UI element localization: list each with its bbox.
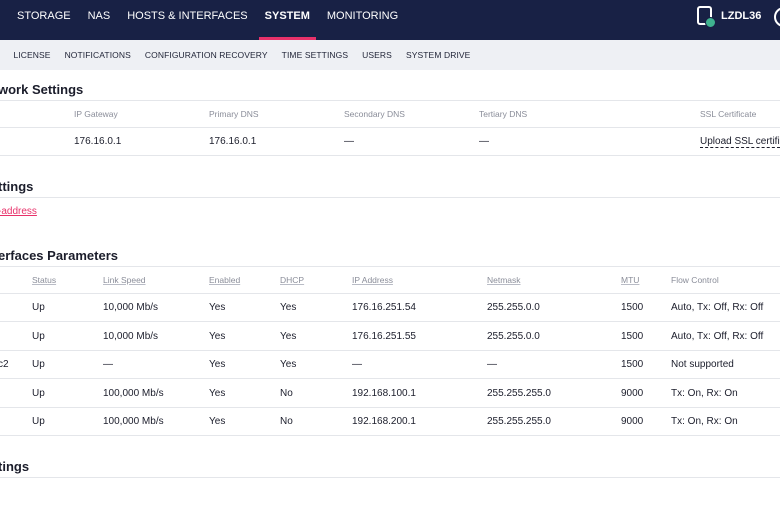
divider — [0, 155, 780, 156]
table-row-divider — [0, 378, 780, 379]
tab-time-settings[interactable]: TIME SETTINGS — [281, 50, 349, 60]
tab-users[interactable]: USERS — [362, 50, 392, 60]
col-mtu[interactable]: MTU — [621, 275, 640, 285]
secondary-dns-value: — — [344, 136, 354, 147]
row-link-speed: 100,000 Mb/s — [103, 416, 164, 427]
col-ip-address[interactable]: IP Address — [352, 275, 393, 285]
status-dot-icon — [705, 17, 716, 28]
bottom-settings-title: tings — [0, 459, 30, 474]
col-link-speed[interactable]: Link Speed — [103, 275, 146, 285]
row-status: Up — [32, 359, 45, 370]
row-status: Up — [32, 416, 45, 427]
top-nav-menu: STORAGE NAS HOSTS & INTERFACES SYSTEM MO… — [17, 0, 415, 40]
row-enabled: Yes — [209, 331, 226, 342]
tertiary-dns-value: — — [479, 136, 489, 147]
sub-nav-menu: RK LICENSE NOTIFICATIONS CONFIGURATION R… — [0, 40, 484, 70]
row-netmask: 255.255.255.0 — [487, 416, 551, 427]
col-primary-dns: Primary DNS — [209, 109, 259, 119]
row-mtu: 9000 — [621, 388, 644, 399]
row-mtu: 1500 — [621, 359, 644, 370]
nav-storage[interactable]: STORAGE — [17, 10, 71, 22]
divider — [0, 100, 780, 101]
nav-nas[interactable]: NAS — [87, 10, 111, 22]
col-enabled[interactable]: Enabled — [209, 275, 241, 285]
row-link-speed: — — [103, 359, 113, 370]
row-enabled: Yes — [209, 359, 226, 370]
row-flow-control: Not supported — [671, 359, 734, 370]
row-flow-control: Tx: On, Rx: On — [671, 416, 738, 427]
divider — [0, 293, 780, 294]
row-dhcp: No — [280, 416, 293, 427]
row-mtu: 1500 — [621, 331, 644, 342]
col-secondary-dns: Secondary DNS — [344, 109, 405, 119]
user-avatar-icon[interactable] — [774, 7, 780, 27]
upload-ssl-certificate-link[interactable]: Upload SSL certifi — [700, 136, 780, 148]
row-netmask: 255.255.255.0 — [487, 388, 551, 399]
row-interface-name: c2 — [0, 359, 9, 370]
network-settings-title: work Settings — [0, 82, 84, 97]
nav-system[interactable]: SYSTEM — [258, 0, 316, 40]
row-ip-address: 176.16.251.55 — [352, 331, 416, 342]
col-flow-control: Flow Control — [671, 275, 719, 285]
top-navigation-bar: STORAGE NAS HOSTS & INTERFACES SYSTEM MO… — [0, 0, 780, 40]
row-mtu: 9000 — [621, 416, 644, 427]
row-dhcp: No — [280, 388, 293, 399]
row-dhcp: Yes — [280, 359, 297, 370]
row-status: Up — [32, 331, 45, 342]
sub-navigation-bar: RK LICENSE NOTIFICATIONS CONFIGURATION R… — [0, 40, 780, 70]
nav-hosts-interfaces[interactable]: HOSTS & INTERFACES — [127, 10, 248, 22]
row-netmask: — — [487, 359, 497, 370]
row-status: Up — [32, 302, 45, 313]
row-dhcp: Yes — [280, 302, 297, 313]
ip-address-link[interactable]: -address — [0, 206, 37, 217]
table-row-divider — [0, 321, 780, 322]
divider — [0, 197, 780, 198]
row-flow-control: Auto, Tx: Off, Rx: Off — [671, 302, 764, 313]
row-link-speed: 100,000 Mb/s — [103, 388, 164, 399]
row-enabled: Yes — [209, 302, 226, 313]
nav-monitoring[interactable]: MONITORING — [326, 10, 399, 22]
row-flow-control: Auto, Tx: Off, Rx: Off — [671, 331, 764, 342]
primary-dns-value: 176.16.0.1 — [209, 136, 257, 147]
col-status[interactable]: Status — [32, 275, 57, 285]
row-enabled: Yes — [209, 388, 226, 399]
divider — [0, 477, 780, 478]
col-netmask[interactable]: Netmask — [487, 275, 521, 285]
divider — [0, 266, 780, 267]
row-dhcp: Yes — [280, 331, 297, 342]
divider — [0, 127, 780, 128]
row-mtu: 1500 — [621, 302, 644, 313]
table-row-divider — [0, 350, 780, 351]
interfaces-parameters-title: erfaces Parameters — [0, 248, 118, 263]
row-status: Up — [32, 388, 45, 399]
row-link-speed: 10,000 Mb/s — [103, 302, 159, 313]
tab-system-drive[interactable]: SYSTEM DRIVE — [405, 50, 471, 60]
row-netmask: 255.255.0.0 — [487, 331, 540, 342]
table-row-divider — [0, 435, 780, 436]
tab-configuration-recovery[interactable]: CONFIGURATION RECOVERY — [144, 50, 268, 60]
col-ssl-certificate: SSL Certificate — [700, 109, 757, 119]
row-link-speed: 10,000 Mb/s — [103, 331, 159, 342]
row-flow-control: Tx: On, Rx: On — [671, 388, 738, 399]
device-name[interactable]: LZDL36 — [721, 10, 762, 22]
row-ip-address: 176.16.251.54 — [352, 302, 416, 313]
table-row-divider — [0, 407, 780, 408]
row-netmask: 255.255.0.0 — [487, 302, 540, 313]
col-tertiary-dns: Tertiary DNS — [479, 109, 528, 119]
col-ip-gateway: IP Gateway — [74, 109, 118, 119]
tab-license[interactable]: LICENSE — [13, 50, 51, 60]
row-ip-address: 192.168.100.1 — [352, 388, 416, 399]
row-enabled: Yes — [209, 416, 226, 427]
col-dhcp[interactable]: DHCP — [280, 275, 305, 285]
ip-gateway-value: 176.16.0.1 — [74, 136, 122, 147]
row-ip-address: 192.168.200.1 — [352, 416, 416, 427]
ip-settings-title: ttings — [0, 179, 34, 194]
tab-notifications[interactable]: NOTIFICATIONS — [64, 50, 131, 60]
row-ip-address: — — [352, 359, 362, 370]
